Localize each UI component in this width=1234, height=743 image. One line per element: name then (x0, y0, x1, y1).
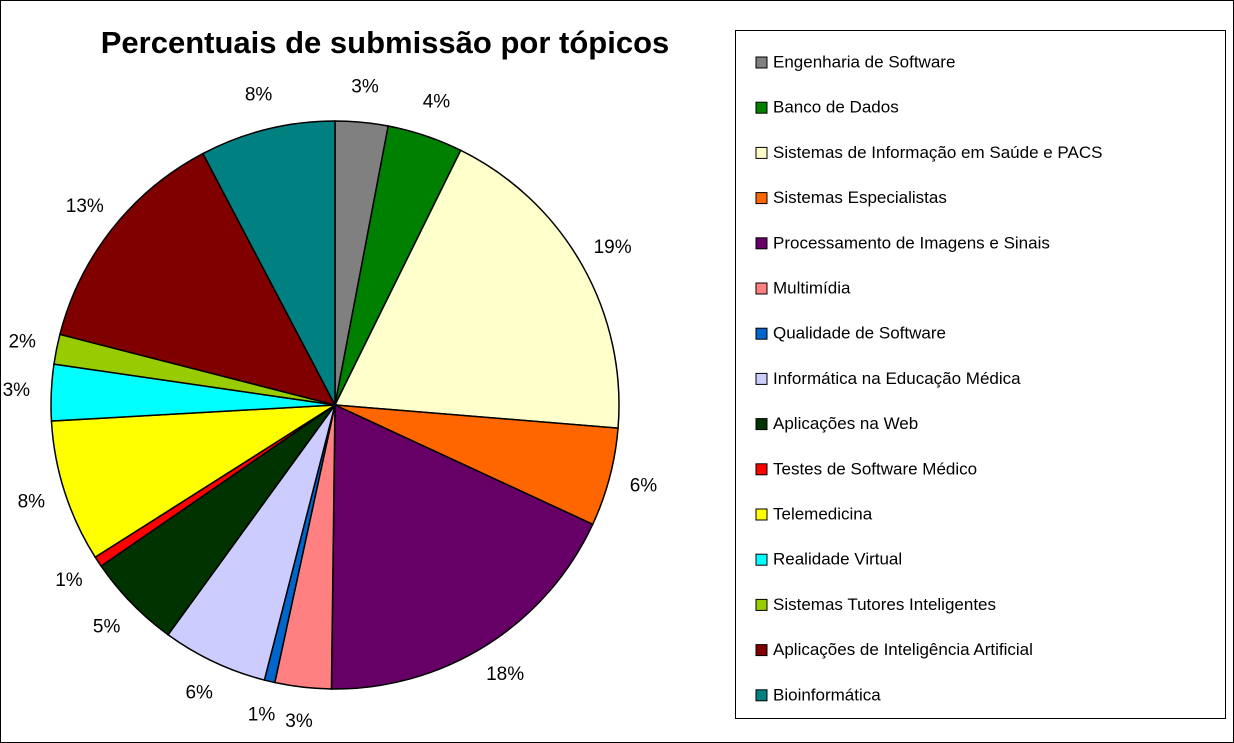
legend-swatch (755, 418, 768, 431)
data-label: 1% (248, 704, 276, 725)
data-label: 18% (486, 664, 524, 685)
legend-swatch (755, 192, 768, 205)
data-label: 2% (8, 331, 36, 352)
legend-label: Realidade Virtual (773, 550, 902, 569)
legend-label: Informática na Educação Médica (773, 369, 1021, 388)
legend-label: Qualidade de Software (773, 324, 946, 343)
legend-swatch (755, 463, 768, 476)
data-label: 6% (185, 683, 213, 704)
legend-swatch (755, 508, 768, 521)
data-label: 5% (93, 617, 121, 638)
legend-box (735, 30, 1226, 719)
data-label: 1% (55, 570, 83, 591)
legend-label: Aplicações de Inteligência Artificial (773, 640, 1033, 659)
legend-label: Telemedicina (773, 504, 873, 523)
legend-swatch (755, 237, 768, 250)
pie-slice (201, 120, 336, 406)
legend-label: Testes de Software Médico (773, 459, 977, 478)
legend-swatch (755, 372, 768, 385)
legend-swatch (755, 327, 768, 340)
legend-swatch (755, 101, 768, 114)
legend-swatch (755, 644, 768, 657)
pie-slice (59, 152, 337, 407)
legend-swatch (755, 598, 768, 611)
data-label: 13% (66, 196, 104, 217)
legend-swatch (755, 553, 768, 566)
legend-swatch (755, 689, 768, 702)
legend-label: Sistemas Tutores Inteligentes (773, 595, 996, 614)
pie-slice (333, 149, 620, 429)
legend-swatch (755, 56, 768, 69)
legend-label: Aplicações na Web (773, 414, 918, 433)
legend-label: Sistemas de Informação em Saúde e PACS (773, 143, 1102, 162)
legend-label: Multimídia (773, 278, 851, 297)
pie-slice (50, 404, 338, 559)
legend-swatch (755, 282, 768, 295)
legend-label: Engenharia de Software (773, 52, 955, 71)
chart-title: Percentuais de submissão por tópicos (101, 25, 670, 60)
data-label: 19% (594, 237, 632, 258)
data-label: 3% (285, 711, 313, 732)
legend-label: Bioinformática (773, 685, 881, 704)
data-label: 6% (630, 475, 658, 496)
legend-label: Sistemas Especialistas (773, 188, 947, 207)
data-label: 8% (18, 492, 46, 513)
data-label: 4% (423, 92, 451, 113)
pie-slice (330, 403, 594, 690)
data-label: 3% (3, 380, 31, 401)
legend-label: Banco de Dados (773, 98, 899, 117)
data-label: 3% (351, 76, 379, 97)
data-label: 8% (245, 84, 273, 105)
legend-swatch (755, 146, 768, 159)
legend-label: Processamento de Imagens e Sinais (773, 233, 1050, 252)
